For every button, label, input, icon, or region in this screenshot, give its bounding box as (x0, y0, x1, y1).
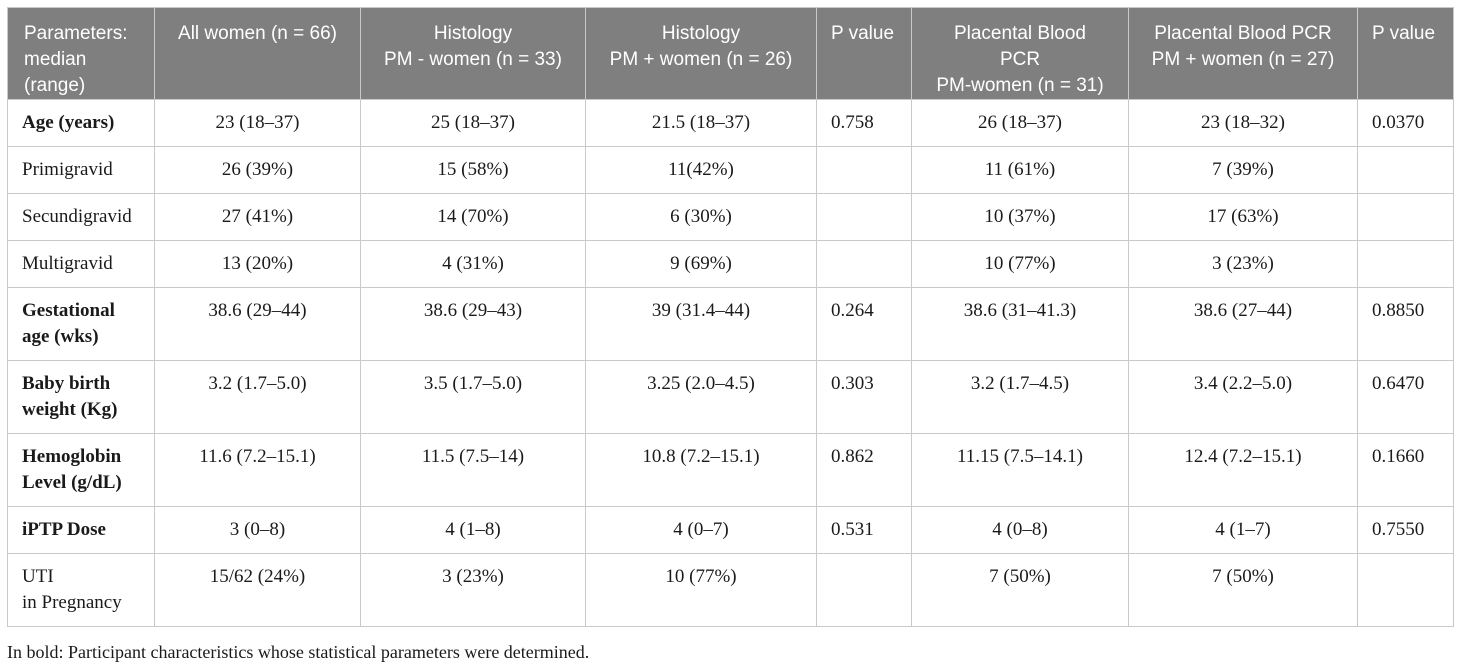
table-row: UTI in Pregnancy 15/62 (24%) 3 (23%) 10 … (7, 553, 1454, 627)
table-cell: 3 (23%) (1128, 240, 1358, 288)
header-histology-pm-positive: Histology PM + women (n = 26) (585, 7, 817, 100)
table-cell: 11.6 (7.2–15.1) (154, 433, 361, 507)
p-value-cell (816, 553, 912, 627)
table-cell: 27 (41%) (154, 193, 361, 241)
table-cell: 4 (1–8) (360, 506, 586, 554)
table-row: Gestational age (wks) 38.6 (29–44) 38.6 … (7, 287, 1454, 361)
p-value-cell (816, 240, 912, 288)
table-cell: 4 (0–7) (585, 506, 817, 554)
table-cell: 38.6 (31–41.3) (911, 287, 1129, 361)
header-pcr-pm-negative: Placental Blood PCR PM-women (n = 31) (911, 7, 1129, 100)
table-row: Age (years) 23 (18–37) 25 (18–37) 21.5 (… (7, 99, 1454, 147)
table-row: Primigravid 26 (39%) 15 (58%) 11(42%) 11… (7, 146, 1454, 194)
row-label: UTI in Pregnancy (7, 553, 155, 627)
p-value-cell (1357, 240, 1454, 288)
table-row: Multigravid 13 (20%) 4 (31%) 9 (69%) 10 … (7, 240, 1454, 288)
table-cell: 10.8 (7.2–15.1) (585, 433, 817, 507)
row-label: Secundigravid (7, 193, 155, 241)
table-cell: 3.2 (1.7–5.0) (154, 360, 361, 434)
table-cell: 3.2 (1.7–4.5) (911, 360, 1129, 434)
table-cell: 7 (50%) (911, 553, 1129, 627)
row-label: Age (years) (7, 99, 155, 147)
p-value-cell (1357, 553, 1454, 627)
header-pcr-pm-positive: Placental Blood PCR PM + women (n = 27) (1128, 7, 1358, 100)
table-cell: 38.6 (29–44) (154, 287, 361, 361)
row-label: Primigravid (7, 146, 155, 194)
p-value-cell (816, 146, 912, 194)
p-value-cell: 0.303 (816, 360, 912, 434)
p-value-cell (1357, 193, 1454, 241)
row-label: Multigravid (7, 240, 155, 288)
row-label: Gestational age (wks) (7, 287, 155, 361)
p-value-cell: 0.8850 (1357, 287, 1454, 361)
p-value-cell: 0.264 (816, 287, 912, 361)
p-value-cell: 0.862 (816, 433, 912, 507)
header-parameters: Parameters: median (range) (7, 7, 155, 100)
table-cell: 4 (0–8) (911, 506, 1129, 554)
table-cell: 3.4 (2.2–5.0) (1128, 360, 1358, 434)
row-label: iPTP Dose (7, 506, 155, 554)
table-footnote: In bold: Participant characteristics who… (7, 642, 590, 662)
table-cell: 39 (31.4–44) (585, 287, 817, 361)
row-label: Baby birth weight (Kg) (7, 360, 155, 434)
table-cell: 11(42%) (585, 146, 817, 194)
table-cell: 10 (37%) (911, 193, 1129, 241)
table-cell: 6 (30%) (585, 193, 817, 241)
table-cell: 10 (77%) (911, 240, 1129, 288)
p-value-cell: 0.531 (816, 506, 912, 554)
table-cell: 12.4 (7.2–15.1) (1128, 433, 1358, 507)
table-row: Secundigravid 27 (41%) 14 (70%) 6 (30%) … (7, 193, 1454, 241)
p-value-cell: 0.7550 (1357, 506, 1454, 554)
table-cell: 25 (18–37) (360, 99, 586, 147)
table-cell: 3 (0–8) (154, 506, 361, 554)
table-cell: 26 (18–37) (911, 99, 1129, 147)
table-row: Hemoglobin Level (g/dL) 11.6 (7.2–15.1) … (7, 433, 1454, 507)
table-cell: 3 (23%) (360, 553, 586, 627)
row-label: Hemoglobin Level (g/dL) (7, 433, 155, 507)
table-cell: 4 (1–7) (1128, 506, 1358, 554)
table-cell: 17 (63%) (1128, 193, 1358, 241)
table-cell: 11.5 (7.5–14) (360, 433, 586, 507)
table-cell: 7 (39%) (1128, 146, 1358, 194)
header-p-value-histology: P value (816, 7, 912, 100)
table-cell: 10 (77%) (585, 553, 817, 627)
table-cell: 21.5 (18–37) (585, 99, 817, 147)
header-all-women: All women (n = 66) (154, 7, 361, 100)
table-cell: 15 (58%) (360, 146, 586, 194)
table-cell: 26 (39%) (154, 146, 361, 194)
table-cell: 11.15 (7.5–14.1) (911, 433, 1129, 507)
table-cell: 38.6 (27–44) (1128, 287, 1358, 361)
header-histology-pm-negative: Histology PM - women (n = 33) (360, 7, 586, 100)
table-cell: 23 (18–32) (1128, 99, 1358, 147)
p-value-cell: 0.6470 (1357, 360, 1454, 434)
table-cell: 7 (50%) (1128, 553, 1358, 627)
table-cell: 9 (69%) (585, 240, 817, 288)
table-cell: 38.6 (29–43) (360, 287, 586, 361)
table-header-row: Parameters: median (range) All women (n … (7, 7, 1454, 100)
table-row: Baby birth weight (Kg) 3.2 (1.7–5.0) 3.5… (7, 360, 1454, 434)
p-value-cell (816, 193, 912, 241)
table-cell: 4 (31%) (360, 240, 586, 288)
table-cell: 11 (61%) (911, 146, 1129, 194)
p-value-cell: 0.1660 (1357, 433, 1454, 507)
header-p-value-pcr: P value (1357, 7, 1454, 100)
table-cell: 15/62 (24%) (154, 553, 361, 627)
p-value-cell: 0.758 (816, 99, 912, 147)
p-value-cell (1357, 146, 1454, 194)
table-cell: 3.5 (1.7–5.0) (360, 360, 586, 434)
parameters-table: Parameters: median (range) All women (n … (7, 7, 1454, 627)
table-cell: 13 (20%) (154, 240, 361, 288)
p-value-cell: 0.0370 (1357, 99, 1454, 147)
table-cell: 14 (70%) (360, 193, 586, 241)
table-row: iPTP Dose 3 (0–8) 4 (1–8) 4 (0–7) 0.531 … (7, 506, 1454, 554)
table-cell: 23 (18–37) (154, 99, 361, 147)
table-cell: 3.25 (2.0–4.5) (585, 360, 817, 434)
